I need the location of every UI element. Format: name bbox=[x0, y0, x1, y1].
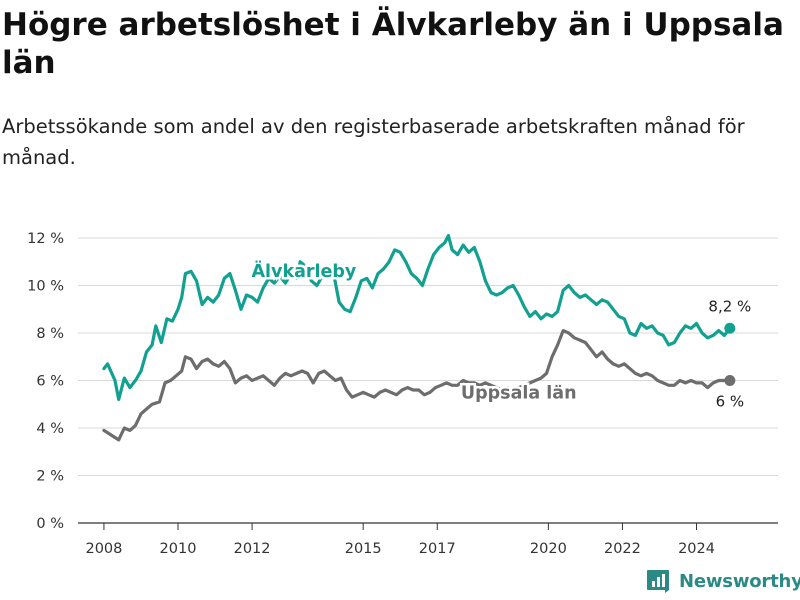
x-tick-label: 2020 bbox=[530, 541, 567, 557]
chart-title: Högre arbetslöshet i Älvkarleby än i Upp… bbox=[2, 7, 784, 81]
x-tick-label: 2010 bbox=[160, 541, 197, 557]
brand-name: Newsworthy bbox=[679, 570, 800, 592]
series-name-uppsala: Uppsala län bbox=[461, 383, 577, 403]
x-tick-label: 2017 bbox=[419, 541, 456, 557]
y-tick-label: 4 % bbox=[36, 421, 64, 437]
y-tick-label: 10 % bbox=[27, 279, 64, 295]
axes: 0 % 2 % 4 % 6 % 8 % 10 % 12 % 2008 2010 2012 2015 2… bbox=[27, 231, 778, 557]
series-line-alvkarleby bbox=[102, 234, 732, 402]
series-labels: Älvkarleby Uppsala län 8,2 % 6 % bbox=[249, 258, 751, 411]
x-tick-label: 2024 bbox=[678, 541, 715, 557]
bar-chart-logo-icon bbox=[647, 570, 669, 593]
series-name-alvkarleby: Älvkarleby bbox=[252, 260, 357, 282]
end-value-label-alvkarleby: 8,2 % bbox=[708, 297, 751, 315]
y-tick-label: 12 % bbox=[27, 231, 64, 247]
chart-subtitle: Arbetssökande som andel av den registerb… bbox=[2, 115, 745, 169]
y-tick-label: 6 % bbox=[36, 374, 64, 390]
series-end-point-alvkarleby bbox=[724, 322, 736, 334]
y-tick-label: 8 % bbox=[36, 326, 64, 342]
x-tick-label: 2022 bbox=[604, 541, 641, 557]
y-tick-label: 0 % bbox=[36, 516, 64, 532]
x-tick-label: 2015 bbox=[345, 541, 382, 557]
series-lines bbox=[102, 234, 736, 442]
newsworthy-brand: Newsworthy bbox=[645, 568, 800, 594]
end-value-label-uppsala: 6 % bbox=[716, 393, 745, 411]
series-end-point-uppsala bbox=[724, 375, 736, 386]
x-tick-label: 2008 bbox=[85, 541, 122, 557]
y-tick-label: 2 % bbox=[36, 469, 64, 485]
series-line-uppsala bbox=[102, 329, 732, 442]
x-tick-label: 2012 bbox=[234, 541, 271, 557]
